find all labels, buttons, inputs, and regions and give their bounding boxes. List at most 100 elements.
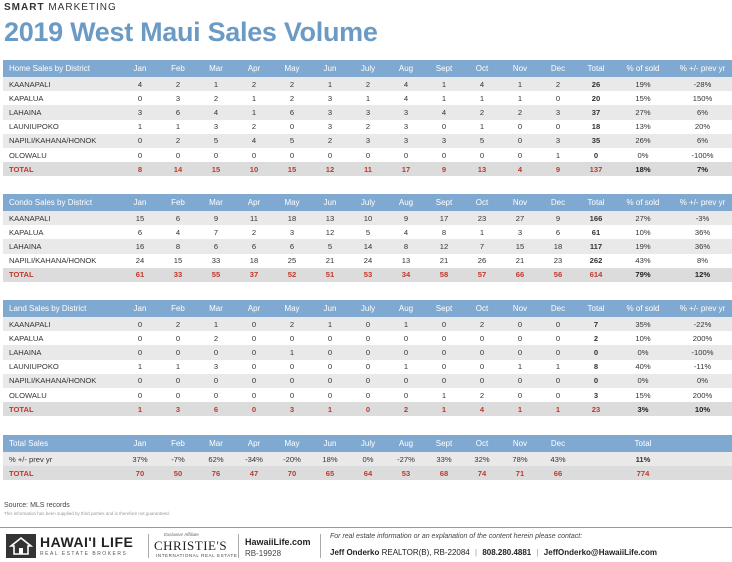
month-value: 2	[273, 91, 311, 106]
table-row: KAANAPALI 15 6 9 11 18 13 10 9 17 23 27 9 166 27% -3%	[3, 211, 732, 226]
month-value: 8	[425, 225, 463, 240]
month-value: 1	[463, 225, 501, 240]
month-total: 57	[463, 267, 501, 282]
change-prev-year: -28%	[671, 77, 732, 92]
month-total: 1	[539, 402, 577, 417]
month-total: 76	[197, 466, 235, 481]
month-value: 0	[273, 359, 311, 374]
month-value: 0	[539, 345, 577, 360]
month-value: 1	[425, 387, 463, 403]
month-value: 10	[349, 211, 387, 226]
separator: |	[536, 548, 539, 557]
change-prev-year: -100%	[671, 345, 732, 360]
change-prev-year: 7%	[671, 162, 732, 177]
row-total: 37	[577, 105, 615, 120]
column-header: Aug	[387, 435, 425, 452]
month-value: 12	[425, 239, 463, 254]
percent-of-sold: 10%	[615, 225, 671, 240]
month-value: 1	[387, 359, 425, 374]
month-value: 0	[273, 373, 311, 388]
row-total: 0	[577, 373, 615, 388]
percent-of-sold: 79%	[615, 267, 671, 282]
month-value: 6	[121, 225, 159, 240]
month-total: 33	[159, 267, 197, 282]
row-total: 166	[577, 211, 615, 226]
month-value: 2	[235, 225, 273, 240]
month-value: 8	[387, 239, 425, 254]
district-name: NAPILI/KAHANA/HONOK	[3, 253, 121, 268]
row-total: 61	[577, 225, 615, 240]
month-value: 3	[349, 133, 387, 148]
month-total: 9	[539, 162, 577, 177]
month-total: 3	[159, 402, 197, 417]
month-total: 53	[387, 466, 425, 481]
month-value: 0	[425, 147, 463, 163]
month-value: 1	[501, 91, 539, 106]
column-header: July	[349, 435, 387, 452]
month-change: 78%	[501, 452, 539, 467]
percent-of-sold: 18%	[615, 162, 671, 177]
district-name: LAHAINA	[3, 345, 121, 360]
month-total: 66	[539, 466, 577, 481]
column-header: Apr	[235, 300, 273, 317]
month-value: 2	[349, 119, 387, 134]
month-value: 0	[463, 331, 501, 346]
month-value: 9	[539, 211, 577, 226]
month-value: 0	[349, 345, 387, 360]
month-value: 4	[425, 105, 463, 120]
row-total: 7	[577, 317, 615, 332]
empty-cell	[577, 466, 615, 481]
month-value: 9	[387, 211, 425, 226]
month-value: 3	[311, 91, 349, 106]
column-header: Sept	[425, 300, 463, 317]
section-title: Home Sales by District	[3, 60, 121, 77]
month-value: 18	[539, 239, 577, 254]
section-title: Land Sales by District	[3, 300, 121, 317]
month-value: 2	[159, 317, 197, 332]
month-value: 12	[311, 225, 349, 240]
change-prev-year: 12%	[671, 267, 732, 282]
website-link[interactable]: HawaiiLife.com	[245, 537, 311, 547]
month-value: 0	[311, 373, 349, 388]
month-value: 1	[159, 359, 197, 374]
table-row: KAPALUA 0 3 2 1 2 3 1 4 1 1 1 0 20 15% 150%	[3, 91, 732, 106]
change-prev-year: 36%	[671, 225, 732, 240]
month-value: 0	[349, 387, 387, 403]
separator: |	[475, 548, 478, 557]
month-value: 0	[387, 345, 425, 360]
column-header: July	[349, 300, 387, 317]
month-value: 0	[539, 387, 577, 403]
month-total: 58	[425, 267, 463, 282]
column-header: Oct	[463, 194, 501, 211]
email-link[interactable]: JeffOnderko@HawaiiLife.com	[543, 548, 657, 557]
month-value: 15	[159, 253, 197, 268]
month-change: 32%	[463, 452, 501, 467]
column-header: Mar	[197, 300, 235, 317]
month-value: 0	[387, 373, 425, 388]
table-row: LAHAINA 3 6 4 1 6 3 3 3 4 2 2 3 37 27% 6%	[3, 105, 732, 120]
district-name: LAUNIUPOKO	[3, 119, 121, 134]
month-value: 2	[159, 133, 197, 148]
row-total: 18	[577, 119, 615, 134]
month-total: 2	[387, 402, 425, 417]
month-total: 12	[311, 162, 349, 177]
month-value: 1	[539, 147, 577, 163]
percent-of-sold: 43%	[615, 253, 671, 268]
phone-link[interactable]: 808.280.4881	[482, 548, 532, 557]
month-total: 1	[121, 402, 159, 417]
section-title: Total Sales	[3, 435, 121, 452]
month-total: 74	[463, 466, 501, 481]
column-header: Dec	[539, 60, 577, 77]
empty-cell	[577, 452, 615, 467]
month-value: 0	[235, 359, 273, 374]
month-value: 2	[539, 77, 577, 92]
month-value: 4	[159, 225, 197, 240]
month-total: 11	[349, 162, 387, 177]
month-total: 15	[197, 162, 235, 177]
month-value: 0	[273, 119, 311, 134]
column-header: Aug	[387, 300, 425, 317]
month-total: 68	[425, 466, 463, 481]
month-value: 5	[311, 239, 349, 254]
month-value: 0	[121, 317, 159, 332]
month-value: 0	[159, 387, 197, 403]
